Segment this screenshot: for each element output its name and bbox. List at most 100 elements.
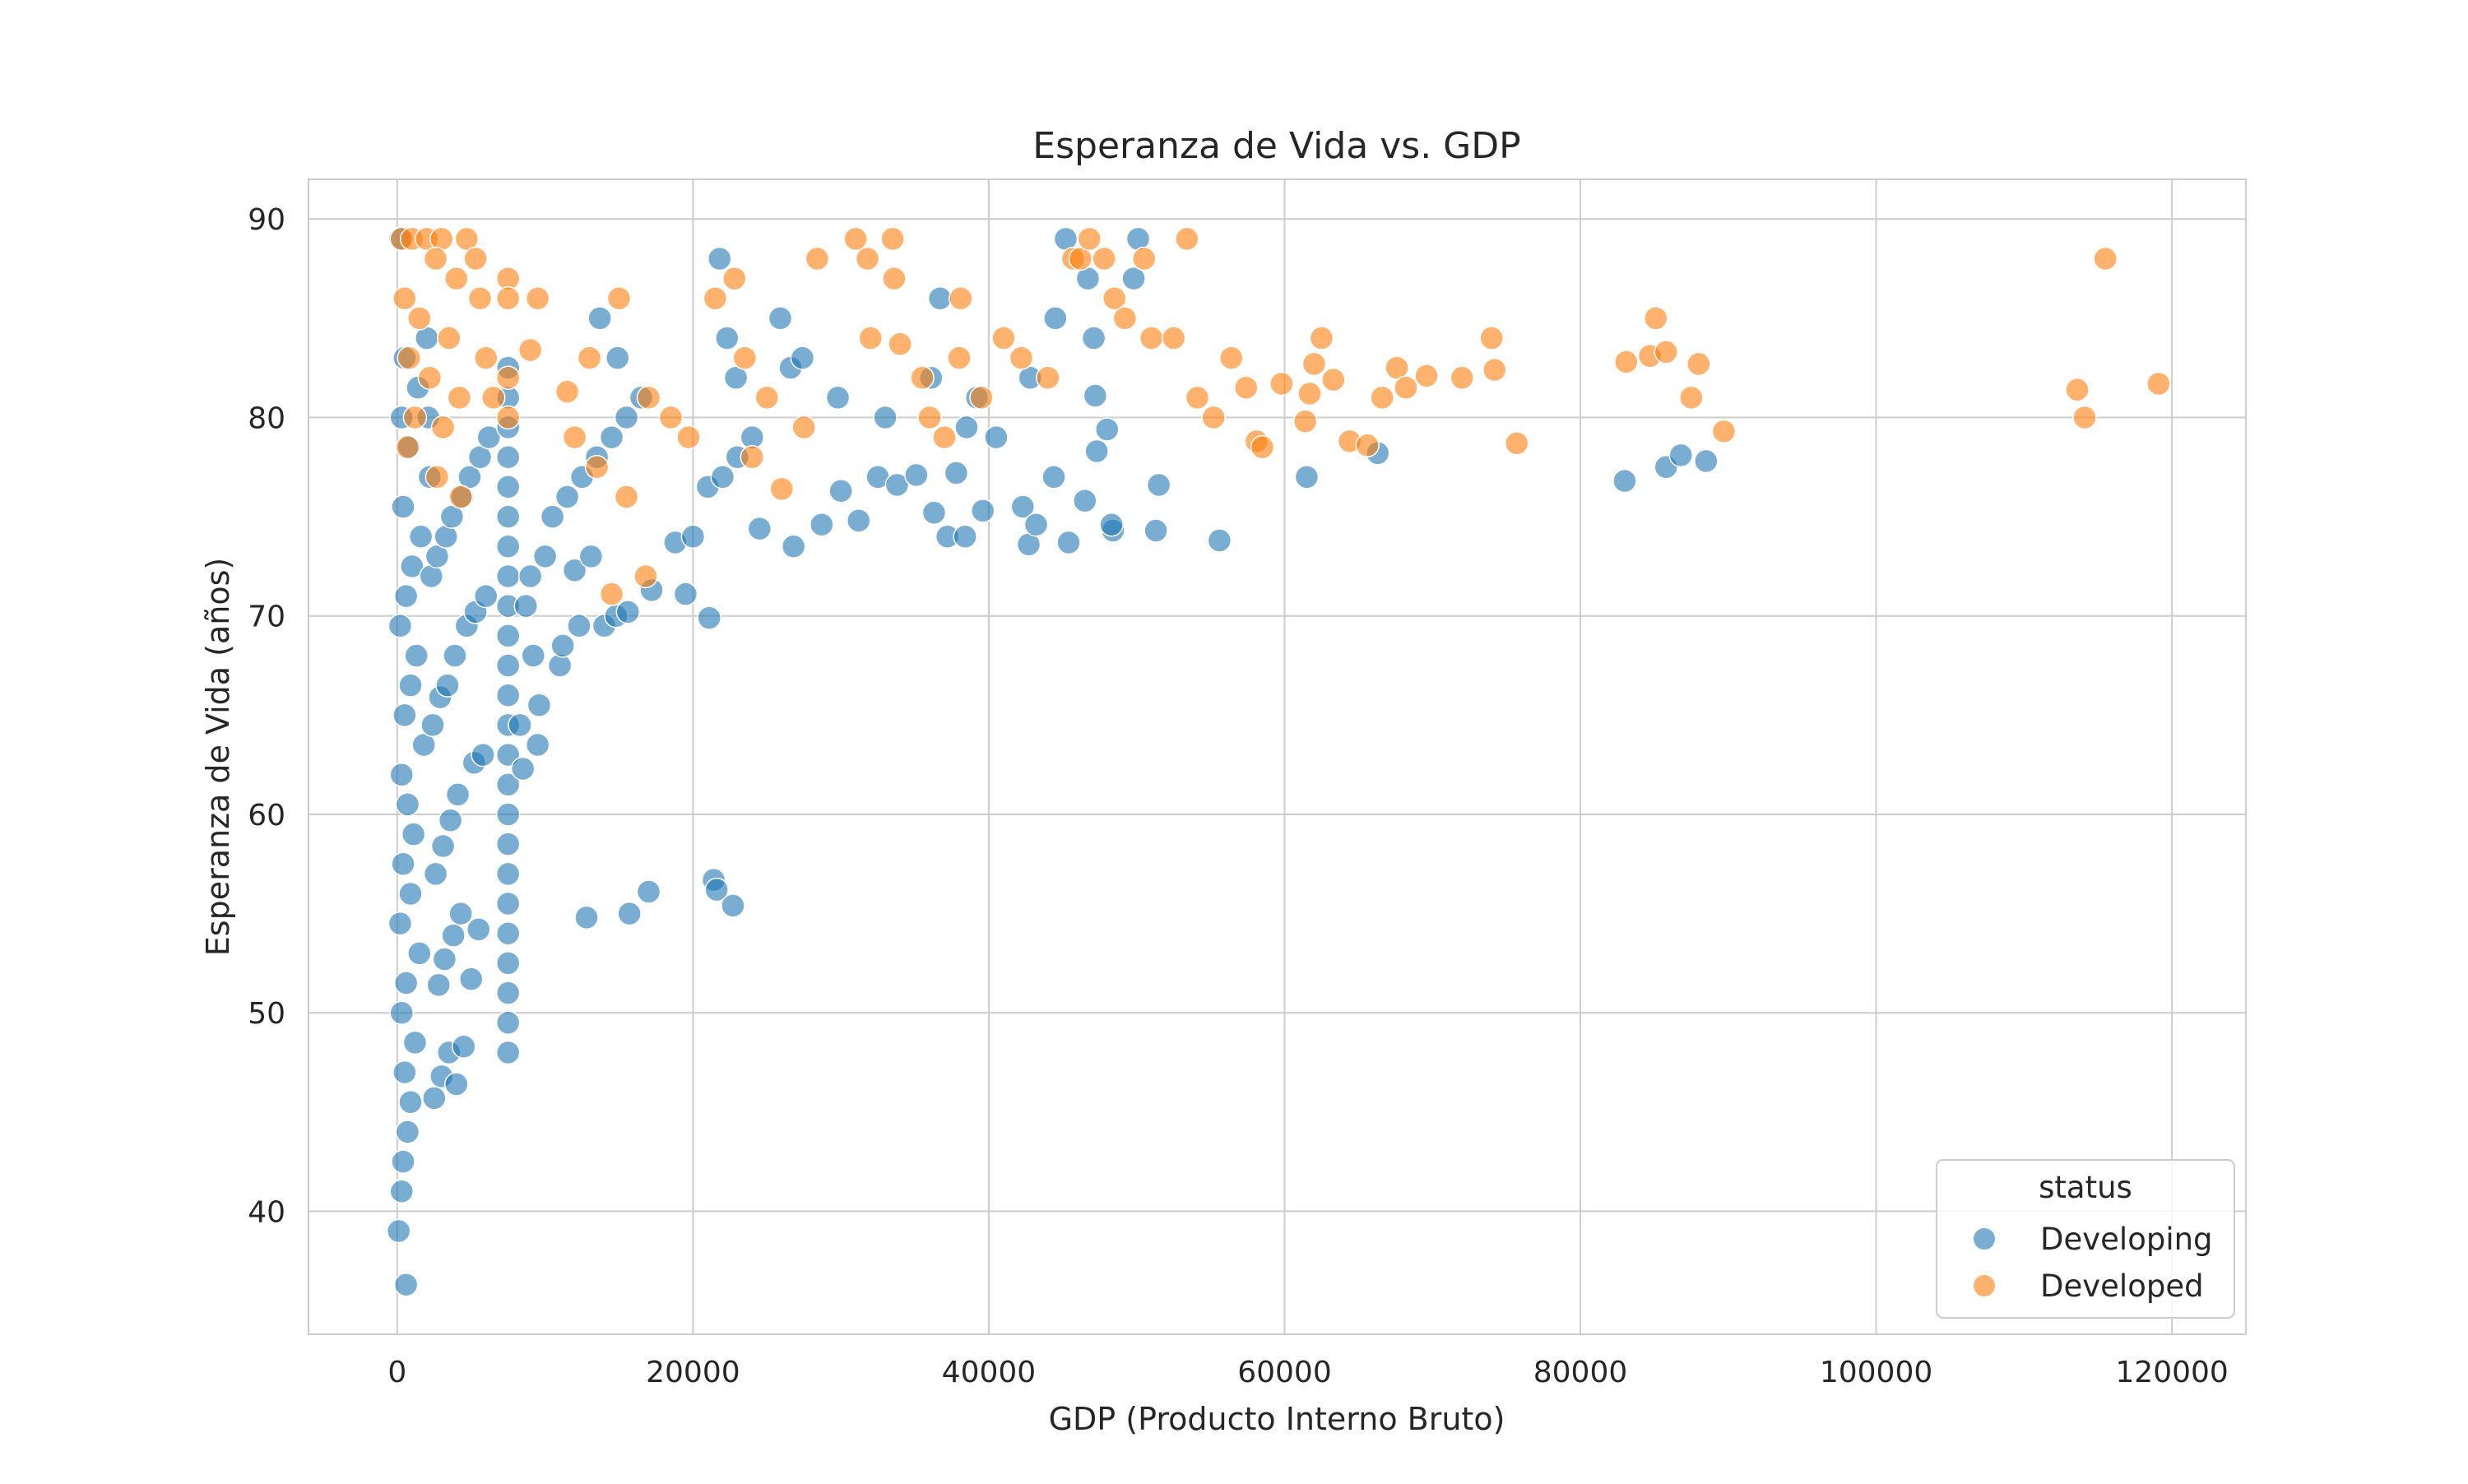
data-point-developing xyxy=(476,424,502,450)
data-point-developed xyxy=(437,326,462,350)
data-point-developing xyxy=(392,1060,417,1085)
data-point-developing xyxy=(495,653,521,678)
legend-box xyxy=(1936,1159,2235,1319)
data-point-developed xyxy=(1686,351,1711,377)
data-point-developed xyxy=(463,246,488,271)
data-point-developed xyxy=(1185,385,1210,410)
data-point-developing xyxy=(389,762,415,787)
data-point-developing xyxy=(1084,438,1109,464)
data-point-developing xyxy=(1121,266,1146,291)
data-point-developing xyxy=(473,583,499,609)
data-point-developed xyxy=(791,415,816,440)
data-point-developing xyxy=(927,285,953,311)
data-point-developing xyxy=(422,1086,447,1111)
data-point-developed xyxy=(417,365,443,390)
data-point-developed xyxy=(882,266,907,291)
data-point-developing xyxy=(495,563,521,589)
data-point-developed xyxy=(467,285,493,311)
data-point-developing xyxy=(617,901,642,926)
data-point-developing xyxy=(393,583,419,609)
data-point-developing xyxy=(495,861,521,887)
data-point-developing xyxy=(411,732,436,758)
data-point-developing xyxy=(715,326,740,350)
data-point-developed xyxy=(1131,246,1157,271)
tick-labels: 0 20000 40000 60000 80000 100000 120000 40 50 60 7… xyxy=(248,203,2229,1389)
data-point-developed xyxy=(1450,365,1474,390)
data-point-developed xyxy=(1643,306,1668,331)
data-point-developing xyxy=(495,921,521,946)
data-point-developed xyxy=(1139,326,1164,350)
data-point-developed xyxy=(1092,246,1116,271)
data-point-developed xyxy=(1355,433,1380,458)
x-tick-label: 20000 xyxy=(646,1356,740,1389)
data-point-developing xyxy=(441,923,466,948)
data-point-developing xyxy=(567,614,591,638)
data-point-developed xyxy=(454,226,480,252)
y-tick-label: 60 xyxy=(248,799,285,832)
data-point-developed xyxy=(444,266,469,291)
data-point-developed xyxy=(495,405,521,430)
data-point-developing xyxy=(704,877,729,902)
data-point-developed xyxy=(517,337,543,363)
data-point-developing xyxy=(387,614,413,638)
data-point-developing xyxy=(921,500,947,526)
data-point-developed xyxy=(1201,405,1226,430)
data-point-developed xyxy=(2146,371,2171,397)
data-point-developing xyxy=(1294,465,1320,489)
data-point-developing xyxy=(438,808,463,832)
data-point-developed xyxy=(1112,306,1138,331)
data-point-developed xyxy=(917,405,942,430)
data-point-developing xyxy=(445,782,471,807)
data-point-developing xyxy=(400,554,424,579)
data-point-developed xyxy=(949,285,973,311)
data-point-developing xyxy=(599,424,624,450)
y-tick-label: 90 xyxy=(248,203,285,237)
data-point-developing xyxy=(984,424,1009,450)
x-tick-label: 100000 xyxy=(1820,1356,1932,1389)
data-point-developing xyxy=(395,792,420,817)
data-point-developing xyxy=(1023,512,1049,537)
data-point-developed xyxy=(2065,377,2090,402)
data-point-developing xyxy=(944,461,969,485)
data-point-developing xyxy=(495,504,521,529)
data-point-developing xyxy=(615,600,641,624)
data-point-developing xyxy=(810,512,834,537)
data-point-developed xyxy=(1711,419,1737,444)
data-point-developing xyxy=(389,1000,415,1025)
data-point-developing xyxy=(1043,306,1068,331)
data-point-developed xyxy=(577,345,602,370)
data-point-developing xyxy=(781,534,806,559)
data-point-developed xyxy=(769,476,795,502)
data-point-developing xyxy=(636,879,661,904)
data-point-developing xyxy=(392,703,417,728)
data-point-developed xyxy=(1321,367,1346,392)
series-developed xyxy=(389,226,2171,606)
data-point-developing xyxy=(574,905,599,930)
data-point-developing xyxy=(953,524,977,549)
data-point-developing xyxy=(402,1030,428,1055)
data-point-developing xyxy=(466,917,491,942)
data-point-developed xyxy=(676,424,701,450)
data-point-developing xyxy=(495,475,521,499)
data-point-developing xyxy=(1056,530,1081,555)
data-point-developing xyxy=(495,624,521,648)
data-point-developed xyxy=(1036,365,1060,390)
data-point-developing xyxy=(954,415,979,440)
data-point-developing xyxy=(467,444,493,470)
data-point-developed xyxy=(703,285,728,311)
data-point-developing xyxy=(495,832,521,856)
data-point-developing xyxy=(1207,528,1232,553)
data-point-developed xyxy=(1679,385,1704,410)
data-point-developing xyxy=(420,712,445,738)
data-point-developed xyxy=(1269,371,1294,397)
data-point-developing xyxy=(398,673,423,698)
data-point-developed xyxy=(1614,350,1639,374)
data-point-developed xyxy=(2072,405,2097,430)
data-point-developing xyxy=(401,822,426,846)
data-point-developing xyxy=(697,605,721,630)
data-point-developed xyxy=(554,379,580,404)
data-point-developing xyxy=(723,365,749,390)
data-point-developing xyxy=(423,861,448,887)
data-point-developing xyxy=(1694,448,1719,474)
data-point-developed xyxy=(855,246,880,271)
